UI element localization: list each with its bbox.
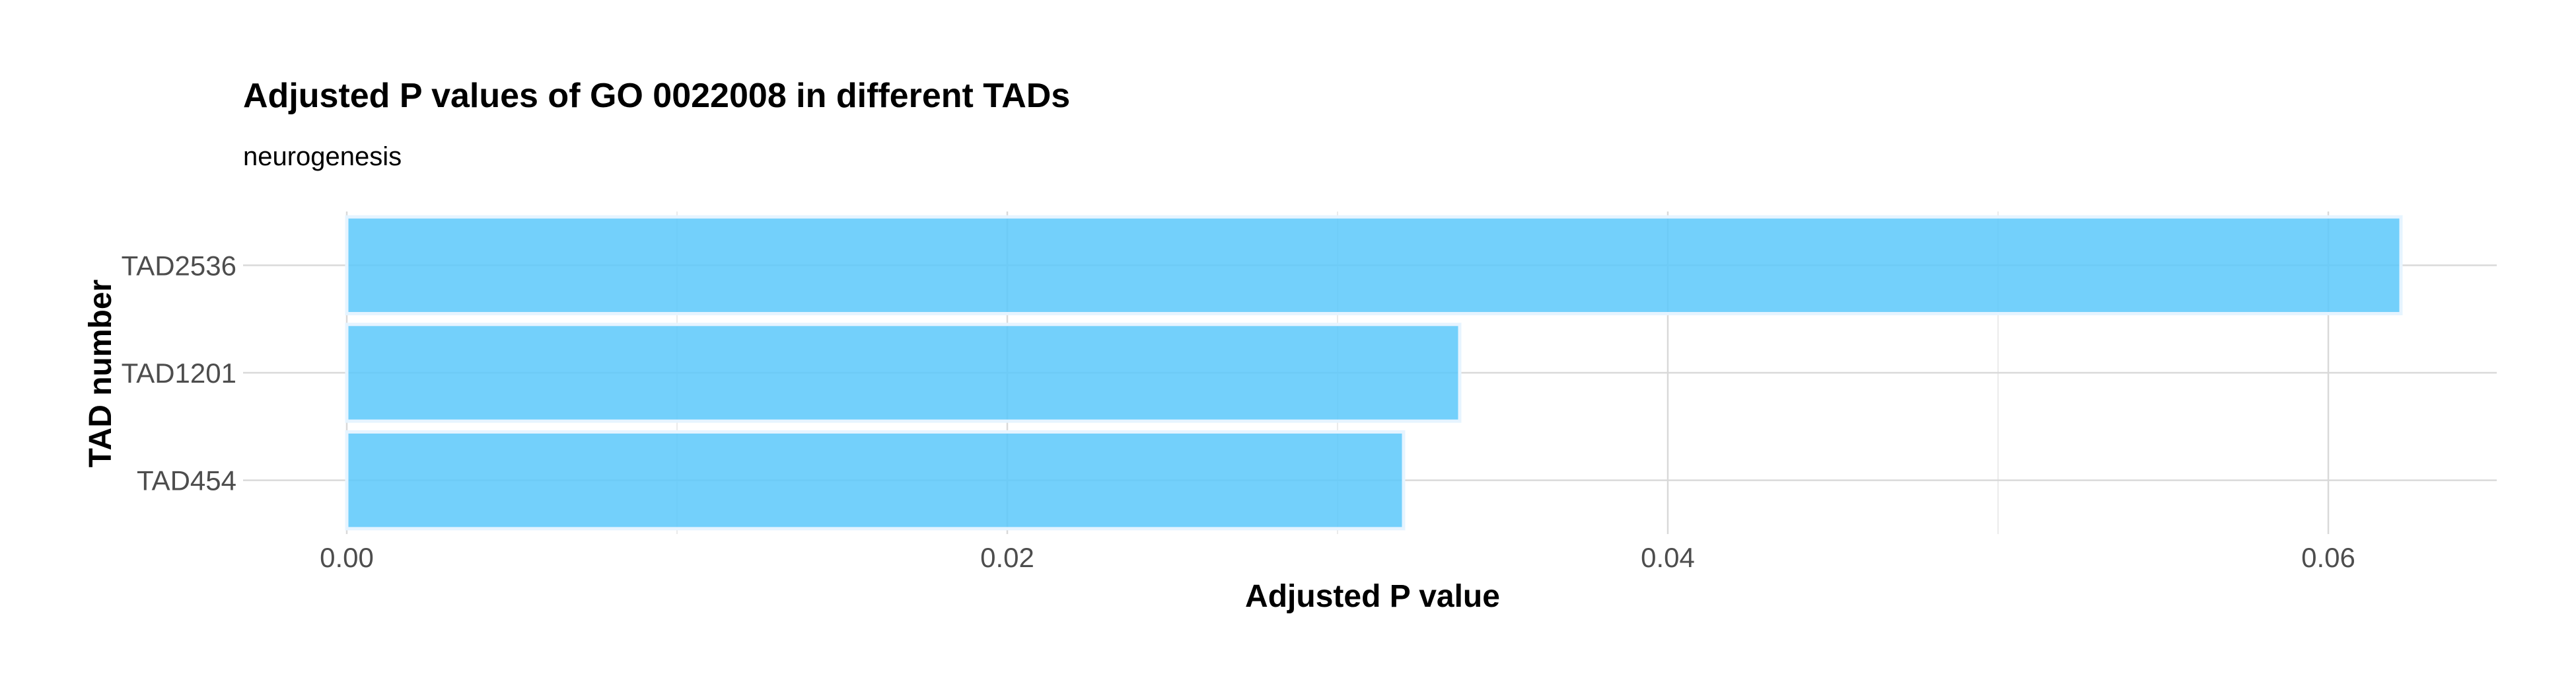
bar-tad1201 <box>345 323 1462 423</box>
bar-tad454 <box>345 430 1406 531</box>
x-tick-label: 0.02 <box>980 542 1034 573</box>
bar-tad2536 <box>345 215 2403 316</box>
tick-labels: 0.00 0.02 0.04 0.06 TAD2536 TAD1201 TAD454 <box>122 250 2355 573</box>
y-tick-label: TAD1201 <box>122 358 236 389</box>
y-tick-label: TAD2536 <box>122 250 236 281</box>
x-tick-label: 0.04 <box>1641 542 1695 573</box>
y-axis-title: TAD number <box>83 280 118 467</box>
x-tick-label: 0.00 <box>320 542 374 573</box>
bars <box>345 215 2403 531</box>
chart-title: Adjusted P values of GO 0022008 in diffe… <box>243 77 1070 115</box>
x-axis-title: Adjusted P value <box>1245 579 1500 614</box>
chart-subtitle: neurogenesis <box>243 142 402 171</box>
x-tick-label: 0.06 <box>2301 542 2355 573</box>
y-tick-label: TAD454 <box>137 465 236 496</box>
